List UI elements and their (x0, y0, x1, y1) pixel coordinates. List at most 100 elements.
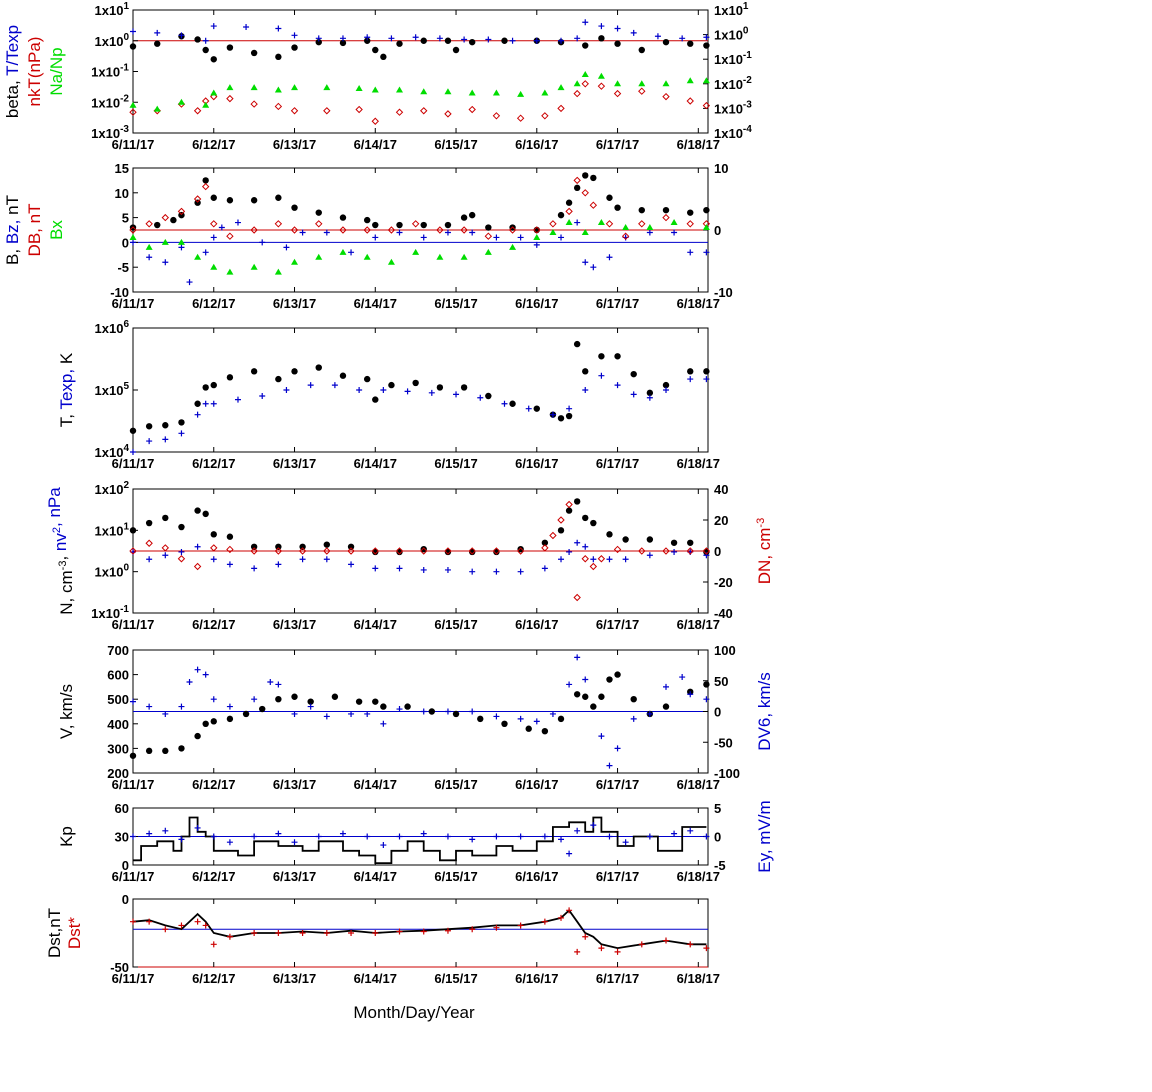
data-point (646, 224, 654, 231)
y2-tick-label: -10 (714, 285, 733, 300)
data-point (622, 839, 629, 846)
data-point (315, 38, 322, 46)
data-point (145, 243, 153, 250)
data-point (210, 234, 217, 241)
data-point (193, 562, 202, 571)
y-tick-label: 1x101 (95, 1, 130, 18)
data-point (396, 229, 403, 236)
data-point (573, 89, 581, 98)
data-point (453, 391, 460, 398)
data-point (178, 922, 185, 929)
x-tick-label: 6/11/17 (112, 456, 155, 471)
data-point (274, 220, 283, 228)
y2-tick-label: 50 (714, 674, 728, 689)
data-point (638, 941, 645, 948)
data-point (670, 539, 678, 546)
data-point (323, 107, 331, 115)
data-point (259, 705, 266, 713)
y2-tick-label: -20 (714, 575, 733, 590)
data-point (162, 552, 169, 559)
data-point (525, 725, 532, 732)
data-point (533, 405, 540, 412)
data-point (573, 176, 581, 185)
data-point (275, 543, 282, 550)
y-tick-label: 0 (122, 858, 129, 873)
data-point (469, 926, 476, 933)
data-point (348, 710, 355, 717)
data-point (250, 263, 258, 270)
data-point (613, 545, 622, 554)
data-point (606, 762, 613, 769)
data-point (533, 37, 540, 44)
data-point (161, 544, 170, 552)
y2-tick-label: 1x10-2 (714, 75, 752, 92)
data-point (372, 930, 379, 936)
data-point (380, 842, 387, 849)
y-tick-label: -10 (110, 285, 129, 300)
data-point (541, 833, 548, 840)
data-point (396, 40, 403, 47)
data-point (129, 427, 137, 434)
data-point (364, 833, 371, 840)
data-point (291, 839, 298, 846)
data-point (679, 674, 686, 681)
data-point (420, 234, 427, 241)
y2-tick-label: -50 (714, 735, 733, 750)
y-tick-label: -50 (110, 960, 129, 975)
data-point (331, 382, 338, 389)
y-tick-label: 60 (115, 801, 129, 816)
data-point (420, 107, 428, 115)
x-tick-label: 6/13/17 (273, 777, 316, 792)
data-point (396, 928, 403, 935)
y-tick-label: 500 (107, 692, 129, 707)
data-point (355, 105, 363, 114)
data-point (646, 536, 654, 543)
data-point (194, 732, 201, 740)
data-point (484, 232, 493, 240)
data-point (226, 839, 233, 846)
data-point (274, 268, 282, 275)
data-point (372, 46, 379, 54)
data-point (703, 368, 710, 375)
data-point (411, 220, 420, 228)
data-point (646, 552, 653, 559)
y-tick-label: 200 (107, 766, 129, 781)
data-point (178, 419, 185, 426)
data-point (606, 254, 613, 261)
x-tick-label: 6/13/17 (273, 137, 316, 152)
data-point (581, 80, 589, 88)
x-tick-label: 6/16/17 (515, 456, 558, 471)
data-point (541, 539, 549, 546)
y-tick-label: 1x106 (95, 319, 130, 336)
data-point (485, 36, 492, 43)
data-point (582, 368, 589, 375)
data-point (469, 229, 476, 236)
data-point (129, 108, 137, 116)
x-tick-label: 6/13/17 (273, 296, 316, 311)
data-point (323, 229, 330, 236)
x-tick-label: 6/18/17 (677, 296, 720, 311)
x-axis-title: Month/Day/Year (353, 1003, 475, 1022)
data-point (549, 531, 557, 540)
data-point (355, 698, 363, 705)
data-point (396, 548, 403, 556)
data-point (420, 830, 427, 837)
x-tick-label: 6/14/17 (354, 137, 397, 152)
y-axis-label: V, km/s (57, 684, 76, 739)
data-point (146, 254, 153, 261)
data-point (299, 543, 306, 550)
data-point (347, 547, 355, 555)
data-point (355, 84, 363, 91)
data-point (145, 519, 153, 527)
data-point (130, 239, 136, 246)
y-axis-label-3: Bx (47, 220, 66, 240)
data-point (533, 233, 541, 240)
data-point (638, 87, 646, 95)
y2-tick-label: 40 (714, 482, 728, 497)
data-point (177, 555, 186, 563)
data-point (557, 211, 565, 219)
data-point (162, 827, 169, 834)
data-point (686, 77, 694, 84)
data-point (444, 833, 451, 840)
